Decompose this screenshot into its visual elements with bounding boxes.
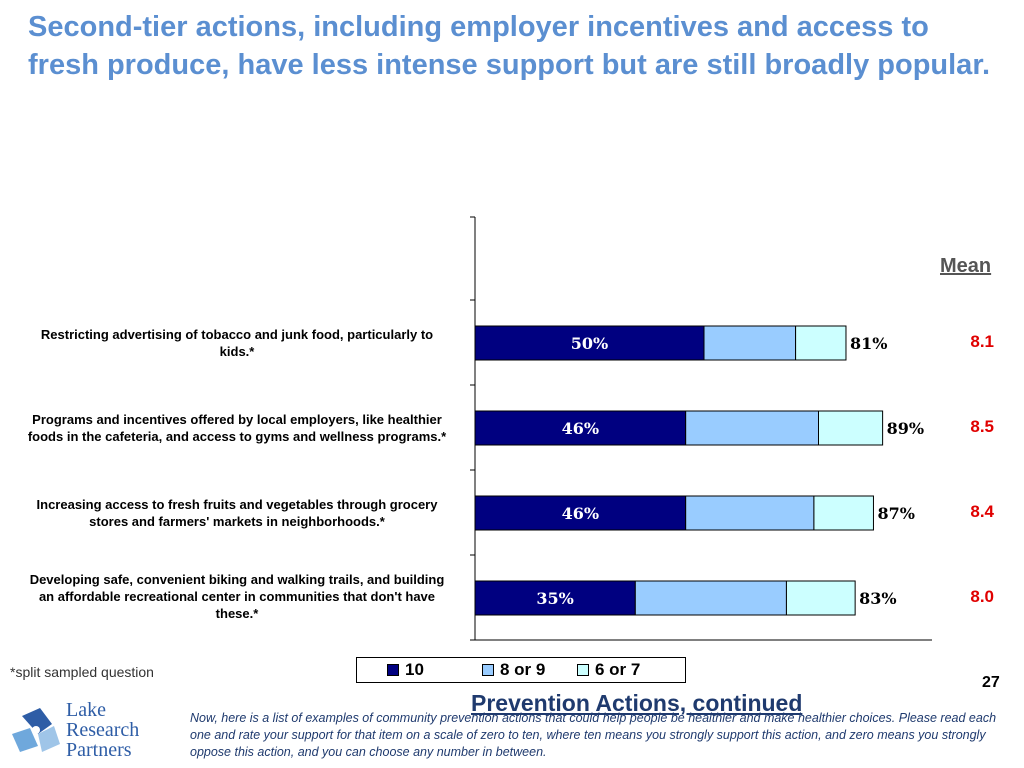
category-label: stores and farmers' markets in neighborh… [89,514,386,529]
data-label-total: 81% [850,334,887,353]
bar-segment-6-or-7 [813,495,874,531]
category-label: Restricting advertising of tobacco and j… [41,327,433,342]
legend-item-10: 10 [387,660,482,680]
legend-item-8-or-9: 8 or 9 [482,660,577,680]
data-label-10: 35% [536,589,573,608]
category-label: Increasing access to fresh fruits and ve… [37,497,439,512]
data-label-total: 83% [859,589,896,608]
category-label: these.* [216,606,260,621]
mean-value: 8.5 [970,417,994,436]
logo-line-1: Lake [66,699,106,721]
bar-segment-8-or-9 [634,580,787,616]
mean-value: 8.4 [970,502,994,521]
footnote: *split sampled question [10,664,154,680]
category-label: kids.* [220,344,256,359]
category-label: Developing safe, convenient biking and w… [30,572,445,587]
data-label-10: 50% [571,334,608,353]
data-label-total: 87% [877,504,914,523]
bar-segment-6-or-7 [795,325,847,361]
bar-segment-8-or-9 [685,495,815,531]
bar-segment-8-or-9 [685,410,819,446]
legend-label-6-or-7: 6 or 7 [595,660,641,679]
category-label: an affordable recreational center in com… [39,589,435,604]
stacked-bar-chart: 50% 81% Restricting advertising of tobacco… [28,216,932,641]
mean-column-header: Mean [940,255,992,277]
slide-title: Second-tier actions, including employer … [28,11,991,81]
page-number: 27 [982,674,1000,691]
question-text: Now, here is a list of examples of commu… [190,711,997,759]
bar-segment-8-or-9 [703,325,797,361]
legend-swatch-8-or-9 [482,664,494,676]
category-label: Programs and incentives offered by local… [32,412,442,427]
bar-segment-6-or-7 [785,580,856,616]
chart-legend: 10 8 or 9 6 or 7 [356,657,686,683]
puzzle-logo-icon [12,708,60,752]
mean-value: 8.0 [970,587,994,606]
data-label-10: 46% [562,504,599,523]
legend-item-6-or-7: 6 or 7 [577,660,672,680]
legend-swatch-6-or-7 [577,664,589,676]
category-label: foods in the cafeteria, and access to gy… [28,429,447,444]
data-label-10: 46% [562,419,599,438]
legend-label-8-or-9: 8 or 9 [500,660,546,679]
lake-research-partners-logo: Lake Research Partners [12,699,139,761]
data-label-total: 89% [887,419,924,438]
logo-line-3: Partners [66,739,132,761]
legend-label-10: 10 [405,660,424,679]
bar-segment-10 [474,495,687,531]
section-title: Prevention Actions, continued [471,690,803,716]
legend-swatch-10 [387,664,399,676]
bar-segment-6-or-7 [818,410,884,446]
logo-line-2: Research [66,719,139,741]
mean-value: 8.1 [970,332,994,351]
